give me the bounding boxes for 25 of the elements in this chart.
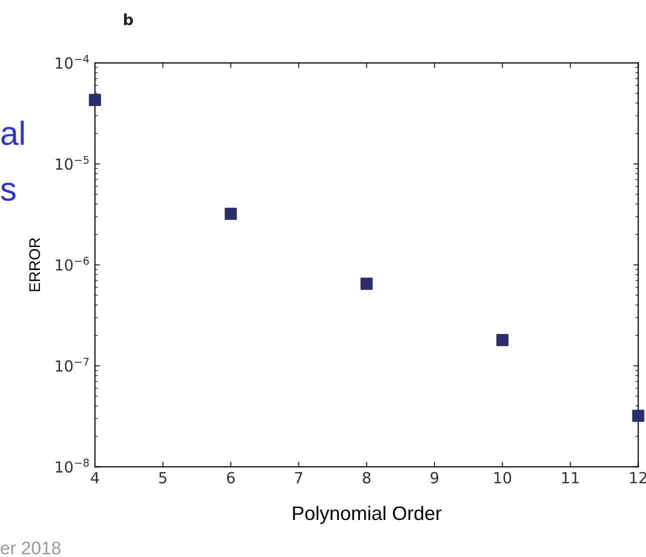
point	[360, 278, 373, 290]
x-tick-label: 5	[159, 472, 166, 484]
x-tick-label: 11	[562, 472, 579, 484]
point	[496, 334, 508, 346]
x-tick-label: 9	[430, 472, 438, 484]
y-tick-label: 10$^{−4}$	[56, 54, 89, 69]
x-tick-label: 8	[362, 472, 370, 484]
text: s	[0, 182, 16, 201]
y-tick-label: 10$^{−8}$	[56, 458, 89, 473]
x-tick-label: 12	[630, 472, 646, 484]
x-tick-label: 4	[90, 472, 99, 484]
point	[632, 410, 644, 422]
text: al	[1, 120, 24, 146]
x-tick-label: 10	[494, 472, 512, 484]
x-tick-label: 6	[226, 472, 235, 484]
point	[88, 94, 102, 106]
x-axis-title: Polynomial Order	[293, 506, 442, 524]
x-tick-label: 7	[295, 472, 302, 484]
y-axis-title: ERROR	[29, 238, 40, 292]
chart-title: b	[124, 13, 133, 26]
y-tick-label: 10$^{−5}$	[56, 156, 89, 170]
y-tick-label: 10$^{−6}$	[56, 256, 89, 271]
text: er 2018	[0, 542, 60, 554]
point	[224, 208, 237, 220]
y-tick-label: 10$^{−7}$	[56, 358, 89, 372]
